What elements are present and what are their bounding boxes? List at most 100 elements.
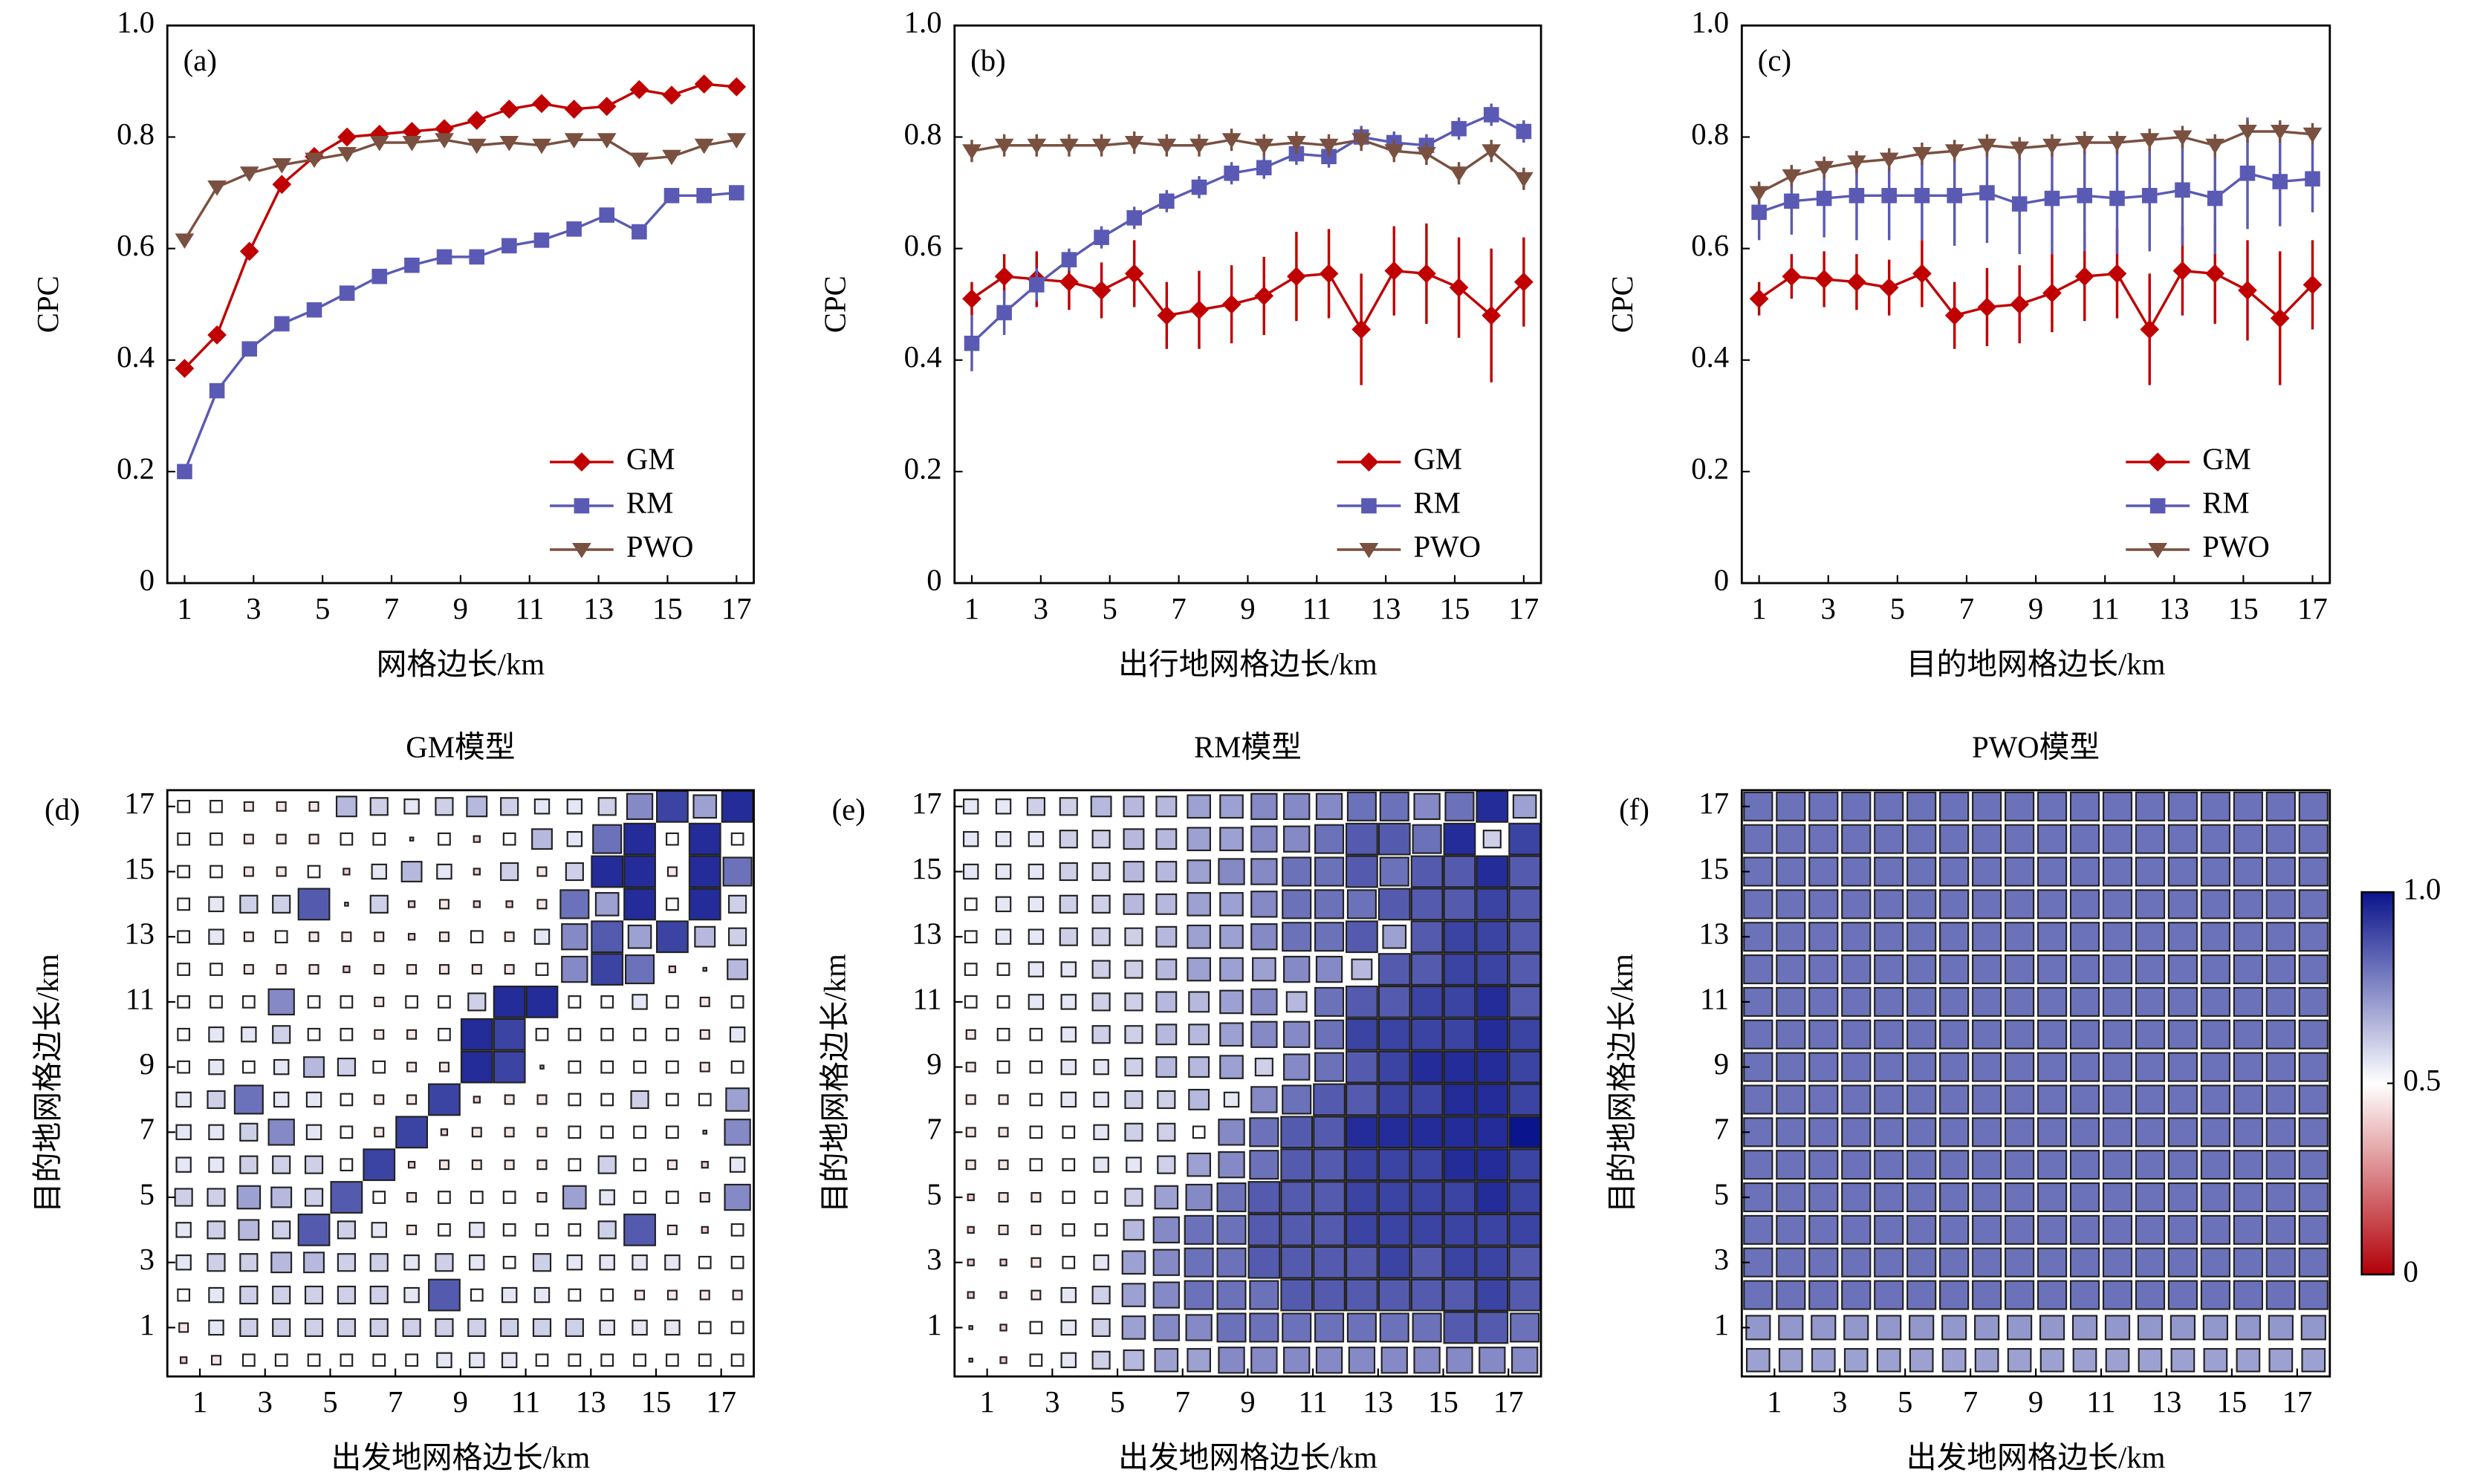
cell (409, 836, 415, 842)
x-tick-label: 1 (964, 592, 979, 625)
cell (1028, 896, 1045, 913)
cell (1216, 1182, 1247, 1213)
cell (2069, 856, 2100, 887)
cell (1939, 1182, 1970, 1213)
cell (1443, 1278, 1476, 1312)
cell (1346, 1278, 1378, 1312)
cell (535, 1027, 549, 1041)
cell (1808, 954, 1839, 985)
marker (599, 207, 615, 223)
cell (1062, 1191, 1076, 1204)
x-tick-label: 1 (1751, 592, 1766, 625)
cell (1250, 1086, 1278, 1113)
cell (625, 954, 655, 985)
cell (1031, 1224, 1042, 1235)
cell (435, 797, 454, 816)
cell (395, 1116, 428, 1149)
cell (1123, 795, 1145, 818)
marker (1816, 190, 1832, 206)
cell (1094, 1223, 1108, 1237)
x-tick-label: 7 (384, 592, 399, 625)
x-tick-label: 7 (1959, 592, 1974, 625)
cell (208, 1319, 224, 1336)
cell (2102, 1052, 2133, 1082)
cell (335, 795, 357, 818)
cell (1028, 830, 1045, 847)
cell (2298, 986, 2328, 1017)
cell (633, 1027, 646, 1041)
x-tick-label: 5 (1890, 592, 1905, 625)
y-tick-label: 13 (1698, 917, 1729, 951)
cell (2069, 986, 2100, 1017)
cell (1874, 954, 1904, 985)
marker (241, 341, 258, 357)
cell (732, 1289, 743, 1301)
cell (1874, 1117, 1904, 1148)
cell (1972, 1182, 2002, 1213)
cell (2203, 1347, 2228, 1373)
marker (1417, 264, 1436, 284)
cell (1843, 1347, 1869, 1373)
cell (1808, 889, 1839, 920)
cell (1123, 861, 1145, 882)
cell (666, 1125, 679, 1139)
cell (1476, 790, 1509, 823)
cell (1123, 893, 1145, 915)
marker (1449, 166, 1469, 182)
cell (1841, 1280, 1872, 1310)
cell (2200, 1214, 2230, 1245)
marker (1944, 144, 1964, 160)
cell (1157, 1090, 1176, 1110)
cell (1811, 1315, 1837, 1341)
cell (241, 1060, 256, 1074)
cell (406, 1224, 418, 1235)
cell (1187, 892, 1211, 917)
cell (559, 889, 590, 920)
x-axis-label: 出发地网格边长/km (1906, 1441, 2166, 1474)
marker (1059, 138, 1079, 154)
cell (305, 1091, 322, 1108)
cell (2298, 1214, 2328, 1245)
cell (996, 995, 1010, 1009)
cell (536, 866, 548, 877)
cell (1247, 1213, 1281, 1246)
cell (525, 986, 559, 1018)
cell (1059, 894, 1078, 914)
cell (1443, 1083, 1476, 1116)
x-tick-label: 17 (2297, 592, 2328, 625)
cell (2167, 1280, 2198, 1310)
marker (209, 383, 225, 399)
cell (1280, 1116, 1314, 1149)
cell (995, 830, 1012, 847)
cell (305, 1124, 322, 1141)
cell (1508, 986, 1542, 1018)
cell (2233, 954, 2263, 985)
cell (1745, 1347, 1771, 1373)
cell (2069, 824, 2100, 854)
cell (1187, 859, 1211, 884)
x-tick-label: 17 (706, 1385, 736, 1419)
cell (721, 790, 754, 823)
cell (666, 1093, 679, 1107)
cell (600, 1060, 614, 1074)
cell (473, 1096, 481, 1104)
cell (241, 995, 256, 1009)
y-tick-label: 15 (124, 852, 155, 885)
x-tick-label: 3 (1832, 1385, 1847, 1419)
cell (1346, 1148, 1378, 1182)
cell (1906, 1019, 1937, 1049)
marker (1124, 264, 1144, 284)
cell (1906, 986, 1937, 1017)
cell (1346, 1246, 1378, 1279)
marker (729, 185, 744, 201)
cell (1280, 1181, 1314, 1214)
cell (2135, 1150, 2166, 1180)
cell (2036, 824, 2068, 854)
cell (701, 1226, 709, 1234)
cell (504, 1127, 515, 1138)
cell (2069, 1019, 2100, 1049)
cell (1508, 1116, 1542, 1149)
cell (236, 1185, 262, 1210)
cell (1124, 1090, 1143, 1110)
marker (467, 111, 487, 130)
